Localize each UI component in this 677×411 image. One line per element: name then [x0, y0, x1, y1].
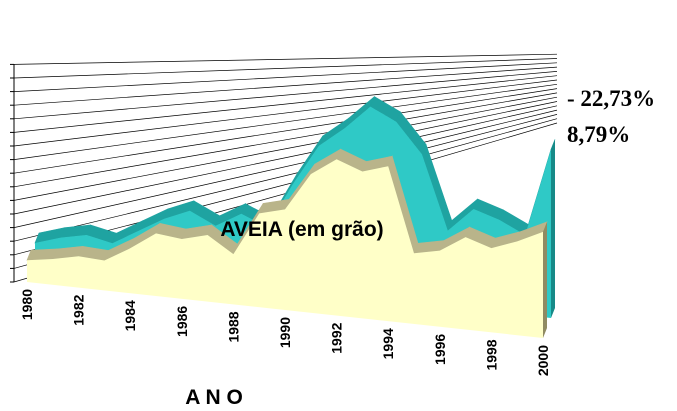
gridline — [13, 105, 558, 228]
front-series-change-label: 8,79% — [567, 122, 630, 147]
area-top-facet — [26, 248, 58, 261]
gridline — [13, 58, 558, 79]
gridline — [13, 109, 558, 242]
x-tick-label: 1984 — [122, 300, 138, 331]
x-tick-label: 1992 — [329, 322, 345, 353]
plot-area — [26, 96, 556, 338]
gridline — [13, 92, 558, 188]
area-side-face — [551, 139, 555, 318]
x-axis-title: A N O — [185, 386, 243, 409]
inner-chart-label: AVEIA (em grão) — [220, 218, 383, 241]
x-tick-label: 1996 — [432, 334, 448, 365]
gridline — [13, 88, 558, 174]
gridline — [13, 101, 558, 215]
gridline — [13, 53, 558, 65]
gridline — [13, 75, 558, 133]
back-series-change-label: - 22,73% — [567, 86, 655, 111]
x-tick-label: 1988 — [225, 311, 241, 342]
gridline — [13, 96, 558, 201]
x-tick-label: 1994 — [380, 328, 396, 359]
x-tick-label: 1986 — [174, 306, 190, 337]
gridline — [13, 71, 558, 120]
x-tick-label: 2000 — [535, 345, 551, 376]
gridline — [13, 66, 558, 106]
x-tick-label: 1980 — [19, 289, 35, 320]
series-front — [26, 148, 548, 338]
gridlines — [10, 53, 558, 283]
x-tick-label: 1982 — [71, 294, 87, 325]
x-tick-label: 1998 — [483, 339, 499, 370]
gridline — [13, 83, 558, 160]
gridline — [13, 79, 558, 147]
x-tick-label: 1990 — [277, 317, 293, 348]
x-axis-ticks: 1980 1982 1984 1986 1988 1990 1992 1994 1996 1998… — [19, 289, 551, 376]
area-front-face — [27, 159, 543, 338]
area-side-face — [543, 221, 547, 338]
gridline — [13, 62, 558, 92]
